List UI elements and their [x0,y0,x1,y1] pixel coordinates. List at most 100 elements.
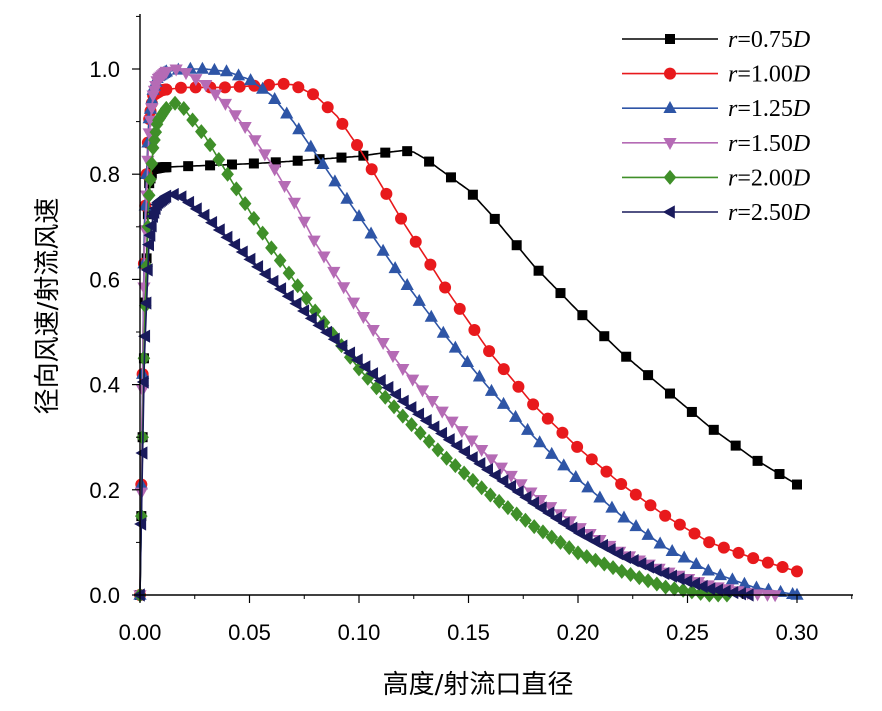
data-point [145,156,159,172]
data-point [199,79,213,92]
data-point [258,149,272,162]
data-point [694,585,707,601]
data-point [419,414,432,428]
data-point [396,364,410,377]
data-point [458,445,471,459]
data-point [169,64,183,77]
data-point [212,151,226,167]
data-point [511,485,524,499]
data-point [484,487,497,503]
data-point [256,81,270,94]
data-point [336,152,347,163]
data-point [335,339,348,353]
data-point [346,297,361,310]
data-point [472,369,487,382]
data-point [405,417,418,433]
data-point [370,380,383,396]
data-point [268,92,282,105]
data-point [307,88,320,101]
data-point [541,412,554,425]
data-point [142,187,156,203]
data-point [366,367,379,381]
data-point [218,98,233,111]
data-point [536,524,550,540]
data-point [366,324,380,337]
data-point [273,252,287,268]
data-point [557,458,571,471]
data-point [737,576,752,589]
data-point [140,263,153,277]
data-point [221,166,234,182]
data-point [519,512,532,528]
data-point [504,470,518,483]
data-point [343,346,356,360]
data-point [752,455,763,466]
data-point [291,278,304,294]
series-line [139,68,776,596]
data-point [571,440,584,453]
data-point [468,324,481,337]
data-point [297,304,310,318]
data-point [790,587,804,600]
data-point [292,155,303,166]
data-point [179,68,193,81]
data-point [527,398,540,411]
data-point [422,433,436,449]
legend-label: r=2.50D [728,200,810,226]
data-point [378,389,392,405]
data-point [226,159,237,170]
data-point [435,426,448,441]
data-point [725,572,739,585]
data-point [281,289,294,303]
data-point [270,157,281,168]
data-point [182,195,195,210]
data-point [139,296,152,310]
legend-label: r=0.75D [728,27,810,53]
data-point [436,325,450,338]
legend-item-5: r=2.00D [622,165,810,191]
data-point [135,446,148,460]
data-point [395,212,408,225]
data-point [320,325,333,339]
data-point [425,395,439,408]
legend-unit: D [792,96,810,122]
legend-value: =1.25 [737,96,793,122]
data-point [197,208,210,222]
y-axis-title: 径向风速/射流风速 [33,198,63,415]
legend-item-2: r=1.00D [622,62,810,88]
data-point [337,282,351,295]
legend-item-4: r=1.50D [622,131,810,157]
data-point [717,541,730,554]
data-point [402,146,413,157]
series-5 [133,95,734,603]
data-point [577,310,588,321]
x-tick-label: 0.30 [776,620,819,645]
legend-value: =2.00 [737,165,793,191]
data-point [174,190,187,204]
data-point [440,450,453,466]
legend-value: =1.50 [737,131,793,157]
data-point [580,530,593,544]
data-point [387,399,401,415]
y-tick-label: 0.6 [89,267,120,292]
data-point [457,465,471,481]
data-point [228,110,242,123]
legend-var: r [728,96,738,122]
data-point [327,266,341,279]
legend-unit: D [792,27,810,53]
data-point [489,213,500,224]
data-point [726,585,739,600]
data-point [207,62,222,75]
data-point [168,95,182,111]
series-line [139,68,798,596]
data-point [435,406,449,419]
legend-marker [664,67,676,80]
data-point [557,516,570,530]
data-point [703,582,716,596]
data-point [424,156,435,167]
data-point [412,293,426,306]
legend-marker [665,34,675,44]
data-point [703,536,716,549]
data-point [304,311,317,325]
data-point [685,584,699,600]
